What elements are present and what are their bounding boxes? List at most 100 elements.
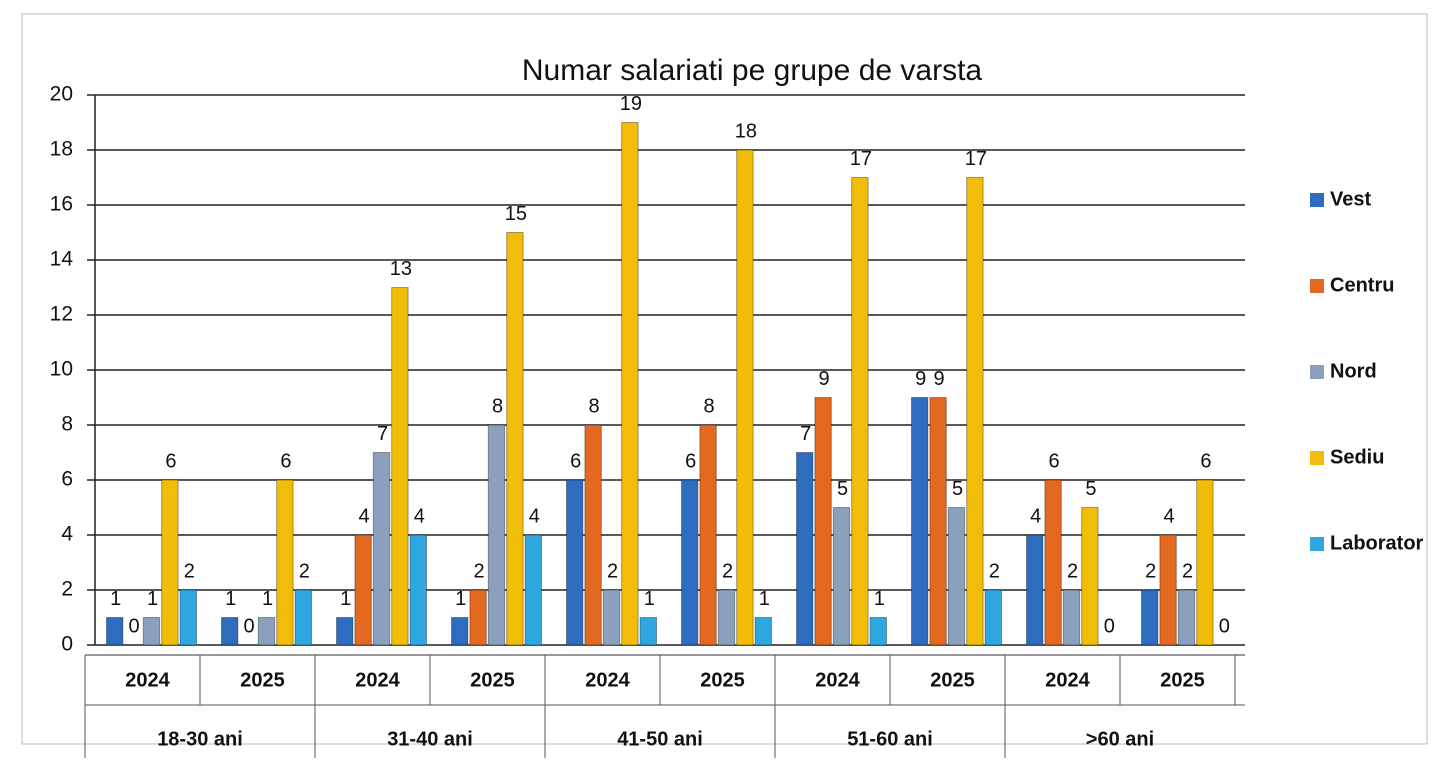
bar xyxy=(930,398,946,646)
bar xyxy=(525,535,541,645)
data-label: 1 xyxy=(874,588,885,610)
bar xyxy=(258,618,274,646)
data-label: 6 xyxy=(165,450,176,472)
legend-label: Sediu xyxy=(1330,446,1384,468)
data-label: 4 xyxy=(414,505,425,527)
bar xyxy=(815,398,831,646)
data-label: 6 xyxy=(685,450,696,472)
x-tick-label: 2025 xyxy=(1160,669,1205,691)
y-tick-label: 2 xyxy=(61,578,73,601)
data-label: 9 xyxy=(819,368,830,390)
data-label: 8 xyxy=(589,395,600,417)
bar xyxy=(337,618,353,646)
y-tick-label: 20 xyxy=(50,83,73,106)
bar xyxy=(222,618,238,646)
data-label: 8 xyxy=(704,395,715,417)
legend-label: Laborator xyxy=(1330,532,1424,554)
legend-swatch xyxy=(1310,365,1324,379)
data-label: 2 xyxy=(474,560,485,582)
legend-swatch xyxy=(1310,451,1324,465)
legend-label: Vest xyxy=(1330,188,1371,210)
y-tick-label: 14 xyxy=(50,248,74,271)
bar xyxy=(755,618,771,646)
chart: Numar salariati pe grupe de varsta 0 2 4 6 8… xyxy=(0,0,1444,758)
data-label: 8 xyxy=(492,395,503,417)
group-label: 41-50 ani xyxy=(617,728,703,750)
bar xyxy=(392,288,408,646)
data-label: 2 xyxy=(722,560,733,582)
data-label: 2 xyxy=(607,560,618,582)
data-label: 13 xyxy=(390,258,412,280)
bar xyxy=(718,590,734,645)
bar xyxy=(1027,535,1043,645)
data-label: 5 xyxy=(837,478,848,500)
bar xyxy=(355,535,371,645)
data-label: 0 xyxy=(129,615,140,637)
bar xyxy=(410,535,426,645)
bar xyxy=(295,590,311,645)
data-label: 19 xyxy=(620,93,642,115)
chart-title: Numar salariati pe grupe de varsta xyxy=(522,54,983,87)
data-label: 15 xyxy=(505,203,527,225)
data-label: 17 xyxy=(850,148,872,170)
data-label: 5 xyxy=(1085,478,1096,500)
bar xyxy=(1045,480,1061,645)
data-label: 7 xyxy=(377,423,388,445)
x-tick-label: 2025 xyxy=(470,669,515,691)
bar xyxy=(682,480,698,645)
bar xyxy=(180,590,196,645)
bar xyxy=(1142,590,1158,645)
bar xyxy=(985,590,1001,645)
bar xyxy=(567,480,583,645)
y-tick-label: 16 xyxy=(50,193,73,216)
x-tick-label: 2025 xyxy=(700,669,745,691)
x-tick-label: 2024 xyxy=(355,669,400,691)
bar xyxy=(470,590,486,645)
bar xyxy=(833,508,849,646)
bar xyxy=(507,233,523,646)
legend-swatch xyxy=(1310,537,1324,551)
bar xyxy=(870,618,886,646)
bar xyxy=(1178,590,1194,645)
y-tick-label: 0 xyxy=(61,633,73,656)
data-label: 2 xyxy=(299,560,310,582)
bar xyxy=(452,618,468,646)
bar xyxy=(1197,480,1213,645)
data-label: 9 xyxy=(934,368,945,390)
bar xyxy=(585,425,601,645)
bar xyxy=(912,398,928,646)
bar xyxy=(967,178,983,646)
data-label: 4 xyxy=(1164,505,1175,527)
data-label: 6 xyxy=(280,450,291,472)
data-label: 2 xyxy=(1145,560,1156,582)
bar xyxy=(1063,590,1079,645)
data-label: 9 xyxy=(915,368,926,390)
bar xyxy=(852,178,868,646)
data-label: 1 xyxy=(110,588,121,610)
y-tick-label: 10 xyxy=(50,358,73,381)
legend-label: Centru xyxy=(1330,274,1394,296)
data-label: 6 xyxy=(1049,450,1060,472)
data-label: 2 xyxy=(184,560,195,582)
y-tick-label: 4 xyxy=(61,523,73,546)
legend-swatch xyxy=(1310,193,1324,207)
x-tick-label: 2024 xyxy=(815,669,860,691)
bar xyxy=(143,618,159,646)
data-label: 1 xyxy=(455,588,466,610)
group-label: 31-40 ani xyxy=(387,728,473,750)
data-label: 2 xyxy=(1182,560,1193,582)
data-label: 2 xyxy=(1067,560,1078,582)
data-label: 6 xyxy=(570,450,581,472)
y-tick-label: 6 xyxy=(61,468,73,491)
x-tick-label: 2024 xyxy=(585,669,630,691)
data-label: 1 xyxy=(262,588,273,610)
bar xyxy=(700,425,716,645)
data-label: 1 xyxy=(340,588,351,610)
data-label: 0 xyxy=(1219,615,1230,637)
x-tick-label: 2024 xyxy=(1045,669,1090,691)
data-label: 17 xyxy=(965,148,987,170)
data-label: 1 xyxy=(225,588,236,610)
data-label: 4 xyxy=(1030,505,1041,527)
bar xyxy=(603,590,619,645)
data-label: 2 xyxy=(989,560,1000,582)
